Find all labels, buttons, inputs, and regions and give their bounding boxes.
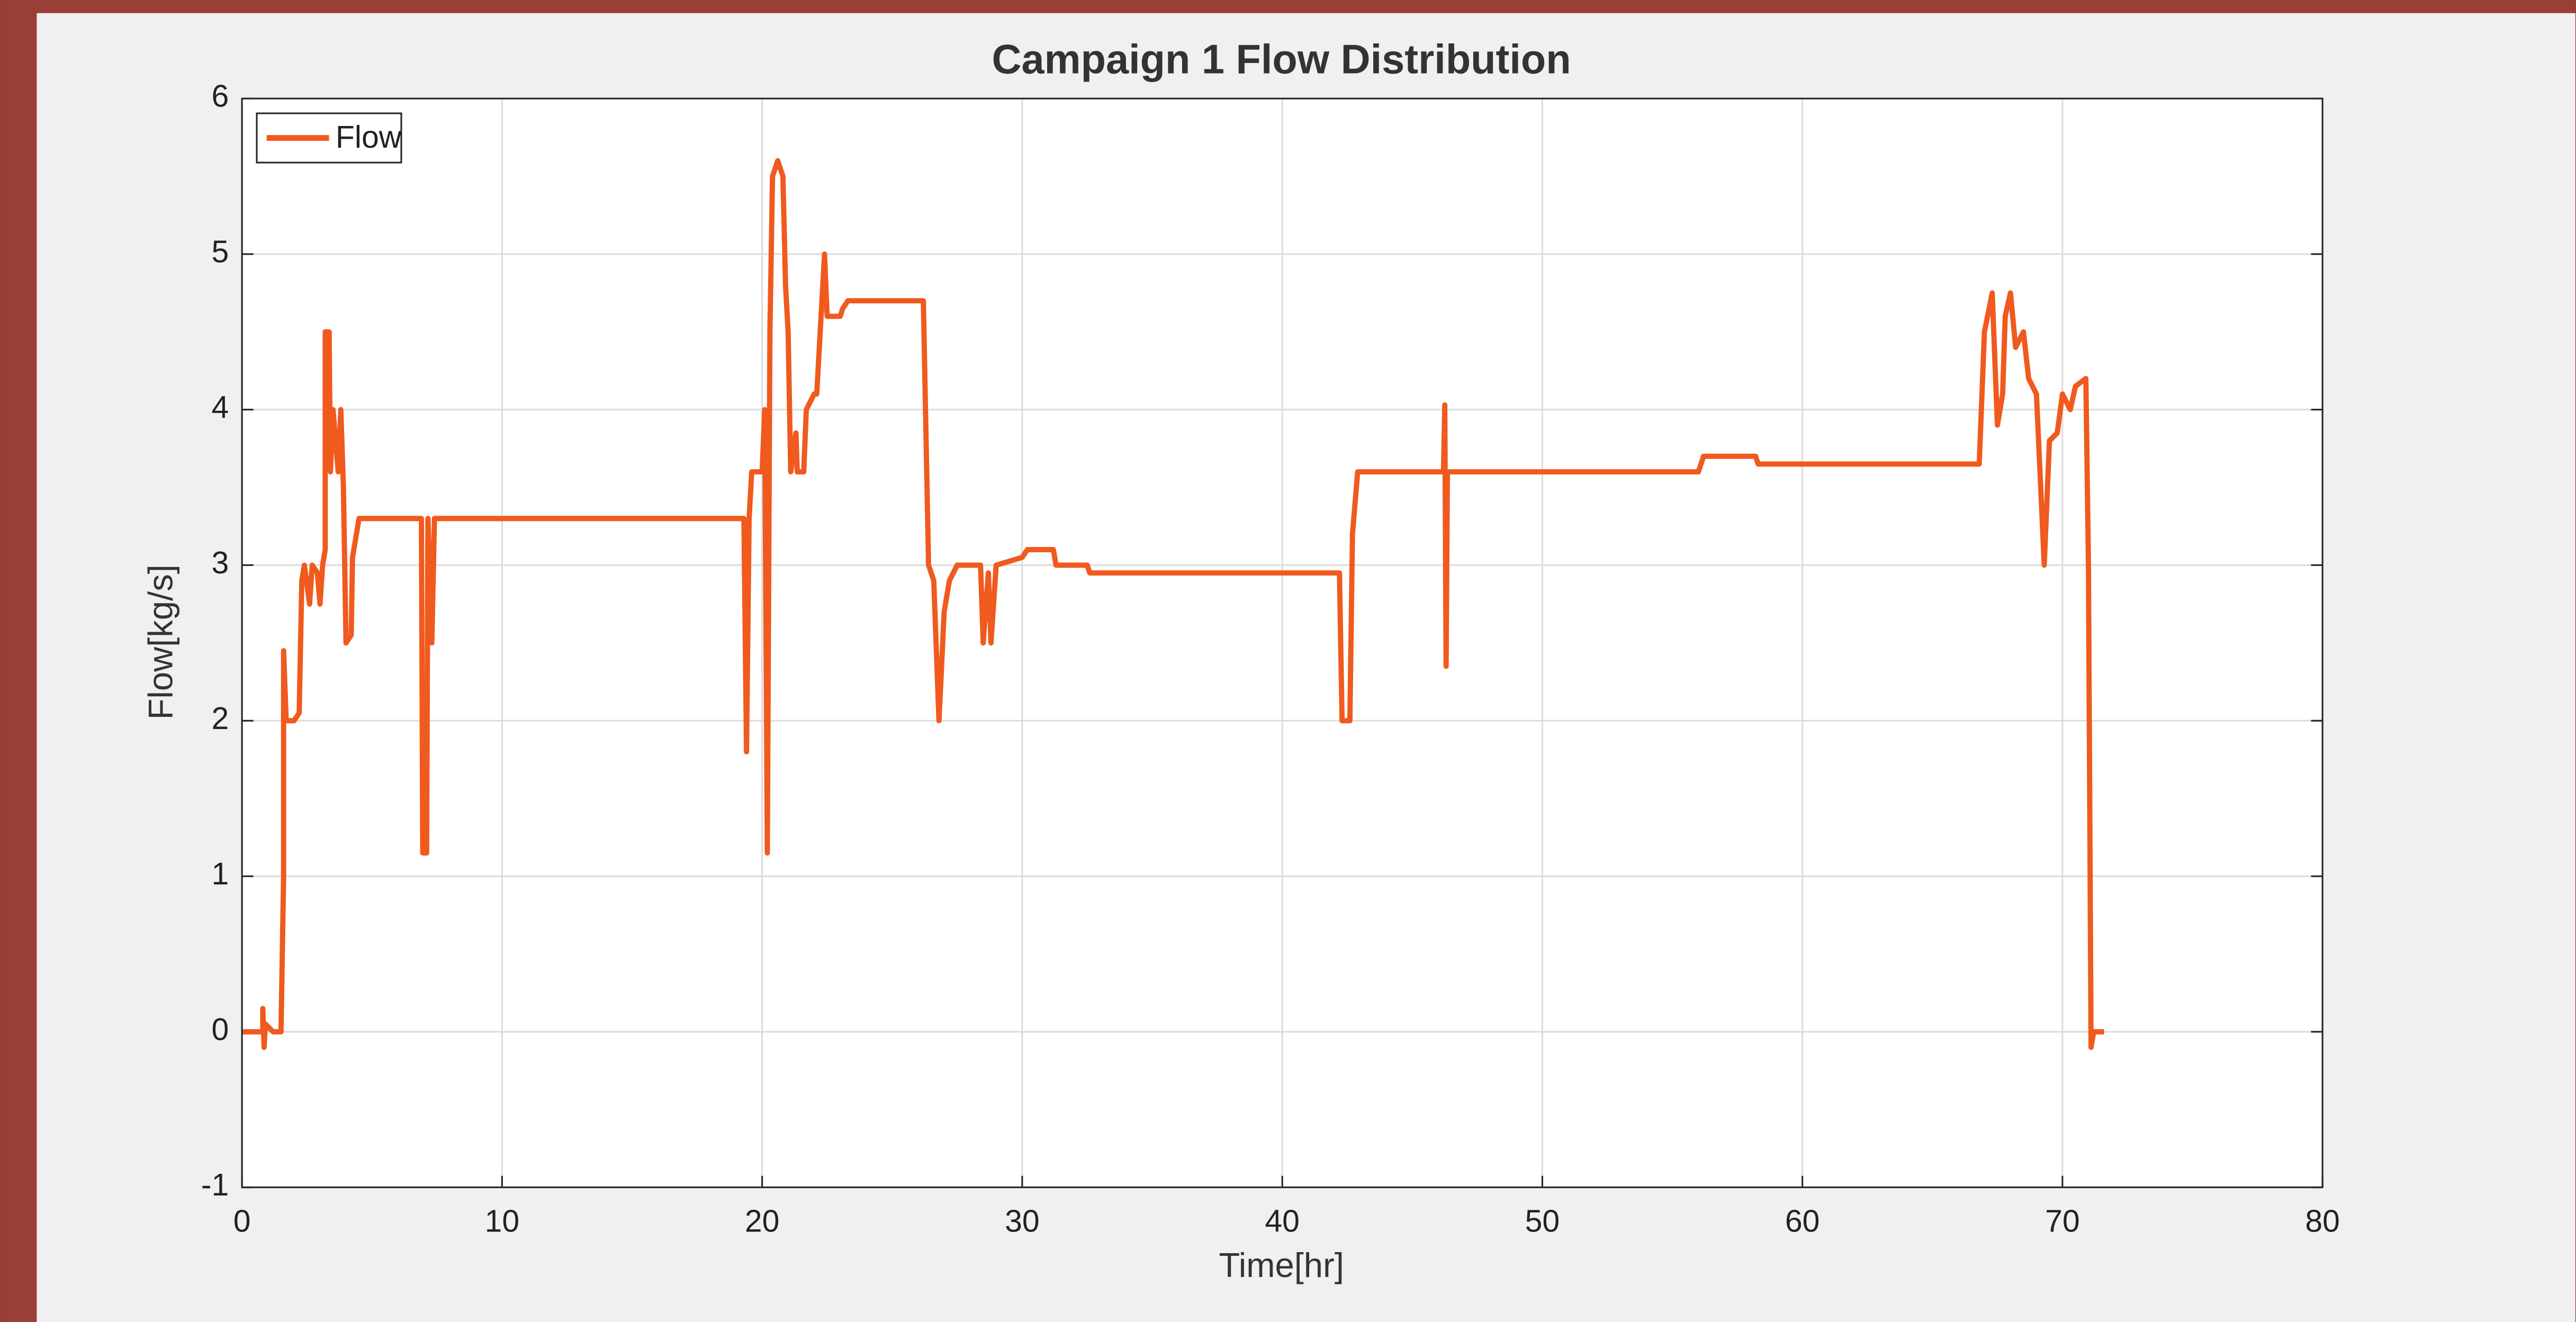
y-tick-label: 2 xyxy=(212,702,229,736)
y-tick-label: 0 xyxy=(212,1012,229,1047)
y-tick-label: 4 xyxy=(212,390,229,425)
x-tick-label: 20 xyxy=(745,1204,780,1238)
chart: Campaign 1 Flow Distribution Time[hr] Fl… xyxy=(0,0,2576,1322)
x-tick-label: 50 xyxy=(1525,1204,1560,1238)
x-tick-label: 40 xyxy=(1265,1204,1300,1238)
x-tick-label: 60 xyxy=(1785,1204,1820,1238)
x-tick-label: 10 xyxy=(485,1204,520,1238)
y-axis-title: Flow[kg/s] xyxy=(141,564,179,720)
x-tick-label: 0 xyxy=(233,1204,251,1238)
x-tick-label: 80 xyxy=(2305,1204,2340,1238)
legend-label: Flow xyxy=(336,120,402,155)
y-tick-label: 6 xyxy=(212,79,229,114)
legend: Flow xyxy=(257,113,402,163)
y-tick-label: 3 xyxy=(212,546,229,580)
x-tick-label: 30 xyxy=(1005,1204,1040,1238)
page: {"chart_data": {"type": "line", "title":… xyxy=(0,0,2576,1322)
x-axis-title: Time[hr] xyxy=(1219,1246,1344,1284)
y-tick-label: -1 xyxy=(201,1168,229,1202)
y-tick-label: 5 xyxy=(212,235,229,269)
y-tick-label: 1 xyxy=(212,857,229,892)
x-tick-label: 70 xyxy=(2045,1204,2080,1238)
chart-title: Campaign 1 Flow Distribution xyxy=(992,37,1571,82)
